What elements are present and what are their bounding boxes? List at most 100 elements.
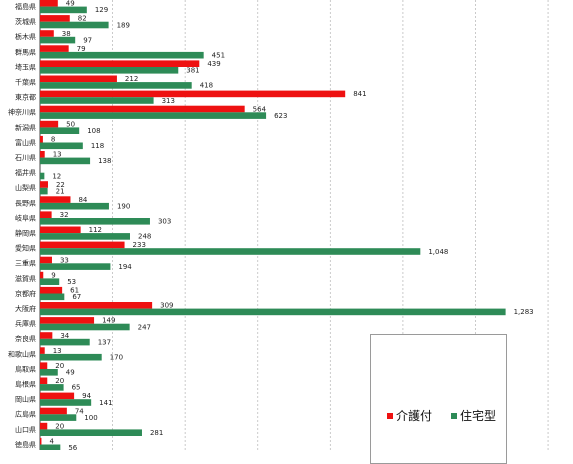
category-label: 富山県	[15, 138, 36, 147]
bar-kaigo	[40, 377, 48, 385]
data-label: 451	[212, 52, 225, 60]
category-label: 新潟県	[15, 123, 36, 132]
data-label: 112	[89, 226, 102, 234]
data-label: 841	[353, 90, 366, 98]
data-label: 190	[117, 203, 130, 211]
bar-jutaku	[40, 67, 179, 74]
data-label: 418	[200, 82, 213, 90]
category-label: 山梨県	[15, 183, 36, 192]
bar-kaigo	[40, 105, 245, 113]
bar-kaigo	[40, 302, 153, 309]
data-label: 4	[49, 438, 54, 446]
bar-jutaku	[40, 112, 267, 119]
bar-jutaku	[40, 414, 77, 421]
bar-kaigo	[40, 241, 125, 249]
data-label: 20	[55, 377, 64, 385]
bar-kaigo	[40, 151, 45, 158]
legend-swatch-series-1	[387, 412, 393, 419]
data-label: 12	[52, 172, 61, 180]
category-label: 静岡県	[15, 229, 36, 238]
bar-kaigo	[40, 256, 52, 264]
bar-jutaku	[40, 308, 506, 316]
bar-kaigo	[40, 90, 346, 98]
category-label: 京都府	[15, 289, 36, 298]
bar-kaigo	[40, 15, 70, 22]
data-label: 212	[125, 75, 138, 83]
legend: 介護付 住宅型	[370, 334, 507, 464]
bar-jutaku	[40, 429, 142, 436]
data-label: 170	[110, 354, 123, 362]
data-label: 65	[72, 384, 81, 392]
data-label: 247	[138, 323, 151, 331]
data-label: 9	[51, 271, 55, 279]
bar-kaigo	[40, 437, 42, 445]
data-label: 94	[82, 392, 91, 400]
data-label: 564	[253, 105, 267, 113]
bar-kaigo	[40, 120, 59, 128]
category-label: 栃木県	[15, 32, 36, 41]
bar-kaigo	[40, 30, 54, 37]
data-label: 8	[51, 136, 55, 144]
data-label: 1,048	[428, 248, 448, 256]
data-label: 141	[99, 399, 112, 407]
bar-jutaku	[40, 21, 109, 29]
data-label: 118	[91, 142, 104, 150]
data-label: 189	[117, 21, 130, 29]
data-label: 34	[60, 332, 69, 340]
bar-jutaku	[40, 187, 48, 195]
category-label: 鳥取県	[15, 364, 36, 373]
legend-item-series-1: 介護付	[387, 407, 432, 424]
category-label: 滋賀県	[15, 274, 36, 283]
legend-swatch-series-2	[451, 412, 457, 419]
bar-jutaku	[40, 127, 80, 134]
data-label: 303	[158, 218, 171, 226]
data-label: 313	[162, 97, 175, 105]
data-label: 82	[78, 15, 87, 23]
data-label: 1,283	[514, 308, 534, 316]
category-label: 大阪府	[15, 304, 36, 313]
bar-kaigo	[40, 196, 71, 203]
bar-kaigo	[40, 0, 58, 7]
bar-jutaku	[40, 384, 64, 391]
bar-jutaku	[40, 369, 58, 376]
category-label: 徳島県	[15, 440, 36, 449]
data-label: 33	[60, 256, 69, 264]
category-label: 福井県	[15, 168, 36, 177]
bar-jutaku	[40, 97, 154, 104]
bar-kaigo	[40, 135, 43, 143]
bar-kaigo	[40, 347, 45, 354]
data-label: 53	[67, 278, 76, 286]
bar-kaigo	[40, 226, 81, 234]
data-label: 138	[98, 157, 111, 165]
category-label: 石川県	[15, 154, 36, 162]
bar-jutaku	[40, 51, 204, 59]
category-label: 和歌山県	[8, 349, 36, 358]
bar-kaigo	[40, 45, 69, 52]
legend-label-series-1: 介護付	[396, 409, 433, 423]
data-label: 149	[102, 317, 115, 325]
data-label: 61	[70, 287, 79, 295]
bar-jutaku	[40, 293, 65, 301]
bar-jutaku	[40, 248, 421, 255]
category-label: 神奈川県	[8, 108, 36, 117]
category-label: 山口県	[15, 425, 36, 434]
bar-jutaku	[40, 157, 91, 165]
bar-kaigo	[40, 407, 67, 415]
category-label: 福島県	[15, 2, 36, 11]
bar-jutaku	[40, 36, 76, 44]
bar-kaigo	[40, 181, 48, 188]
bar-jutaku	[40, 142, 83, 150]
bar-kaigo	[40, 75, 117, 83]
data-label: 84	[78, 196, 87, 204]
data-label: 248	[138, 233, 151, 241]
data-label: 381	[186, 67, 199, 75]
data-label: 20	[55, 422, 64, 430]
data-label: 56	[68, 444, 77, 450]
data-label: 281	[150, 429, 163, 437]
category-label: 三重県	[15, 260, 36, 268]
data-label: 74	[75, 407, 84, 415]
data-label: 22	[56, 181, 65, 189]
data-label: 38	[62, 30, 71, 38]
